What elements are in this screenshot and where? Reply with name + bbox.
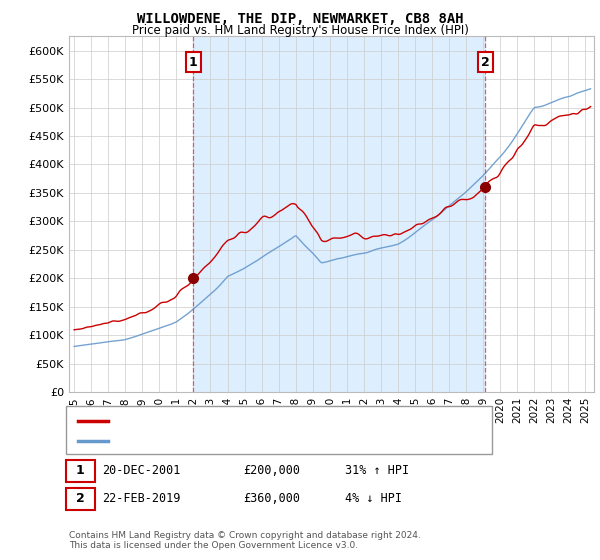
Text: 2: 2 (76, 492, 85, 506)
Text: 22-FEB-2019: 22-FEB-2019 (102, 492, 181, 506)
Text: 1: 1 (76, 464, 85, 478)
Text: 1: 1 (189, 55, 198, 68)
Text: WILLOWDENE, THE DIP, NEWMARKET, CB8 8AH (detached house): WILLOWDENE, THE DIP, NEWMARKET, CB8 8AH … (114, 416, 473, 426)
Bar (193, 36, 485, 392)
Text: HPI: Average price, detached house, East Cambridgeshire: HPI: Average price, detached house, East… (114, 436, 430, 446)
Text: 20-DEC-2001: 20-DEC-2001 (102, 464, 181, 478)
Text: Contains HM Land Registry data © Crown copyright and database right 2024.
This d: Contains HM Land Registry data © Crown c… (69, 530, 421, 550)
Text: £360,000: £360,000 (243, 492, 300, 506)
Text: Price paid vs. HM Land Registry's House Price Index (HPI): Price paid vs. HM Land Registry's House … (131, 24, 469, 36)
Text: £200,000: £200,000 (243, 464, 300, 478)
Text: WILLOWDENE, THE DIP, NEWMARKET, CB8 8AH: WILLOWDENE, THE DIP, NEWMARKET, CB8 8AH (137, 12, 463, 26)
Text: 2: 2 (481, 55, 490, 68)
Text: 31% ↑ HPI: 31% ↑ HPI (345, 464, 409, 478)
Text: 4% ↓ HPI: 4% ↓ HPI (345, 492, 402, 506)
